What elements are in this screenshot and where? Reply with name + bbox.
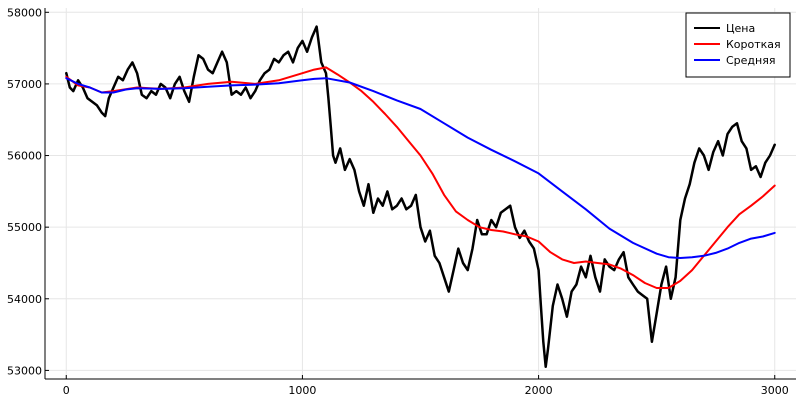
x-tick-label: 3000 bbox=[761, 384, 789, 397]
legend-label-1: Короткая bbox=[726, 38, 781, 51]
legend: Цена Короткая Средняя bbox=[685, 12, 791, 78]
y-tick-label: 54000 bbox=[7, 293, 42, 306]
y-tick-label: 58000 bbox=[7, 6, 42, 19]
legend-label-2: Средняя bbox=[726, 54, 775, 67]
legend-label-0: Цена bbox=[726, 22, 755, 35]
x-tick-label: 2000 bbox=[525, 384, 553, 397]
y-tick-label: 57000 bbox=[7, 78, 42, 91]
series-line-0 bbox=[65, 25, 776, 369]
series-line-2 bbox=[65, 77, 776, 259]
tick-labels: 0 1000 2000 3000 53000 54000 55000 56000 57000 58… bbox=[7, 6, 789, 397]
x-tick-label: 0 bbox=[63, 384, 70, 397]
x-tick-label: 1000 bbox=[288, 384, 316, 397]
y-tick-label: 56000 bbox=[7, 150, 42, 163]
grid bbox=[45, 8, 796, 379]
y-tick-label: 53000 bbox=[7, 364, 42, 377]
series-layer bbox=[65, 25, 776, 369]
axes bbox=[44, 8, 796, 380]
series-line-1 bbox=[65, 66, 776, 289]
y-tick-label: 55000 bbox=[7, 221, 42, 234]
